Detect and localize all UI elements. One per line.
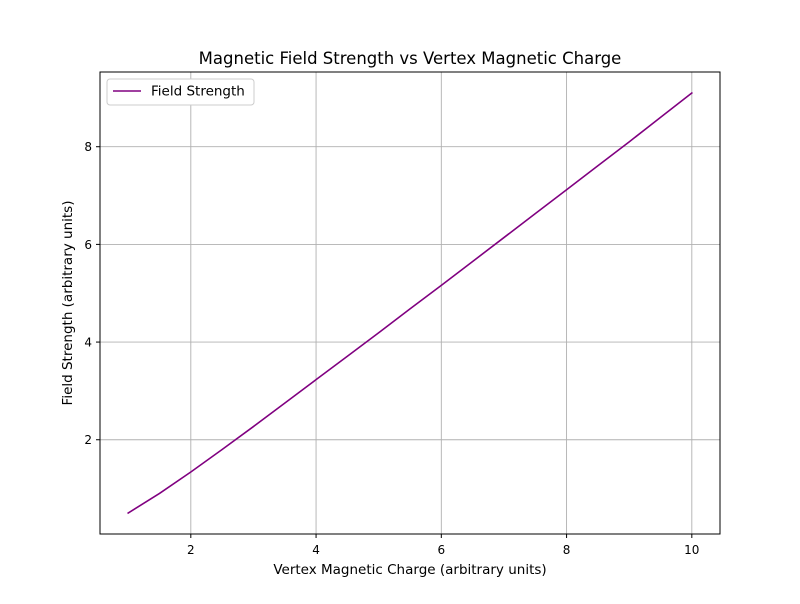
legend-label-field-strength: Field Strength xyxy=(151,84,245,100)
y-tick-label: 6 xyxy=(84,238,92,252)
series-layer xyxy=(127,91,693,515)
series-line-field-strength xyxy=(127,91,693,515)
x-tick-label: 6 xyxy=(437,543,445,557)
axis-ticks: 2 4 6 8 10 2 4 6 8 xyxy=(84,140,699,557)
y-tick-label: 2 xyxy=(84,433,92,447)
y-axis-label: Field Strength (arbitrary units) xyxy=(60,201,76,406)
x-tick-label: 8 xyxy=(563,543,571,557)
x-tick-label: 10 xyxy=(684,543,699,557)
legend-box xyxy=(106,78,255,106)
x-tick-label: 4 xyxy=(312,543,320,557)
x-tick-label: 2 xyxy=(187,543,195,557)
y-tick-label: 4 xyxy=(84,336,92,350)
chart-title: Magnetic Field Strength vs Vertex Magnet… xyxy=(199,49,622,68)
y-tick-label: 8 xyxy=(84,140,92,154)
plot-area-frame xyxy=(99,71,721,535)
legend: Field Strength xyxy=(106,78,255,106)
grid-lines xyxy=(100,72,720,534)
x-axis-label: Vertex Magnetic Charge (arbitrary units) xyxy=(273,562,546,578)
